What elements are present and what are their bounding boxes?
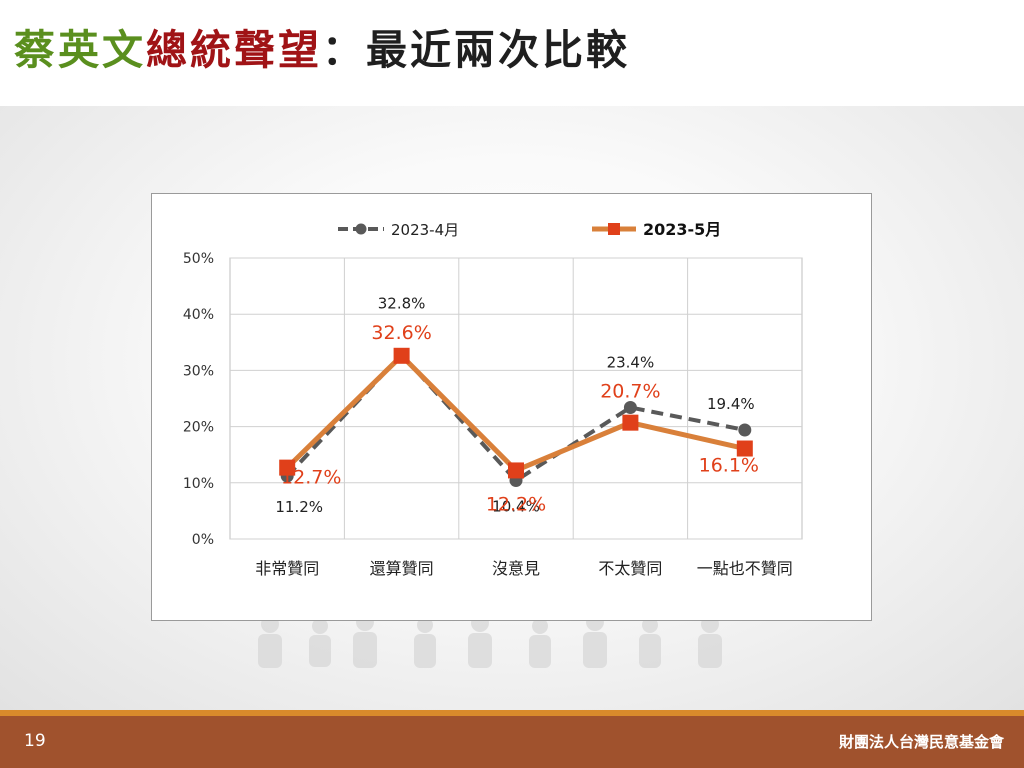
y-tick-label: 0% [192, 532, 214, 548]
title-approval: 總統聲望 [146, 26, 322, 74]
data-label-2023-4: 19.4% [707, 395, 755, 413]
data-point-2023-5 [393, 347, 410, 364]
legend-marker-2023-4 [355, 223, 367, 235]
crowd-silhouette-decoration [258, 613, 722, 668]
x-category-label: 一點也不贊同 [697, 559, 793, 578]
series-line-2023-5 [285, 352, 746, 474]
data-label-2023-5: 12.2% [486, 493, 546, 515]
data-label-2023-5: 32.6% [371, 322, 431, 344]
organization-name: 財團法人台灣民意基金會 [838, 733, 1004, 751]
data-point-2023-5 [279, 459, 296, 476]
x-category-label: 還算贊同 [370, 559, 434, 578]
page-number: 19 [24, 731, 46, 751]
data-label-2023-5: 20.7% [600, 381, 660, 403]
approval-line-chart: 0% 10% 20% 30% 40% 50% 非常贊同 還算贊同 沒意見 不太贊同 一點也不贊同 11… [183, 220, 803, 578]
data-label-2023-5: 16.1% [699, 455, 759, 477]
x-category-label: 沒意見 [492, 559, 540, 578]
y-tick-label: 20% [183, 420, 214, 436]
title-bar: 蔡英文總統聲望：最近兩次比較 [0, 0, 1024, 106]
x-category-label: 不太贊同 [598, 559, 662, 578]
series-line-2023-4 [285, 351, 746, 484]
title-president-name: 蔡英文 [14, 26, 146, 74]
footer-bar: 19 財團法人台灣民意基金會 [0, 716, 1024, 768]
data-label-2023-4: 23.4% [607, 353, 655, 371]
data-label-2023-4: 10.4% [492, 498, 540, 516]
x-category-label: 非常贊同 [255, 559, 319, 578]
data-point-2023-5 [736, 440, 753, 457]
y-tick-label: 10% [183, 476, 214, 492]
chart-frame: 0% 10% 20% 30% 40% 50% 非常贊同 還算贊同 沒意見 不太贊同 一點也不贊同 11… [151, 193, 872, 621]
y-tick-label: 50% [183, 251, 214, 267]
data-point-2023-5 [622, 414, 639, 431]
legend-marker-2023-5 [608, 223, 620, 235]
slide-title: 蔡英文總統聲望：最近兩次比較 [14, 30, 630, 71]
footer-stripe [0, 710, 1024, 716]
data-point-2023-4 [738, 423, 752, 437]
y-tick-label: 30% [183, 363, 214, 379]
data-label-2023-4: 11.2% [275, 498, 323, 516]
legend-label-2023-5: 2023-5月 [643, 220, 721, 239]
title-comparison: ：最近兩次比較 [322, 26, 630, 74]
legend-label-2023-4: 2023-4月 [391, 221, 459, 239]
y-tick-label: 40% [183, 307, 214, 323]
data-point-2023-5 [508, 462, 524, 479]
data-label-2023-4: 32.8% [378, 295, 426, 313]
data-point-2023-4 [623, 400, 637, 414]
data-label-2023-5: 12.7% [281, 467, 341, 489]
